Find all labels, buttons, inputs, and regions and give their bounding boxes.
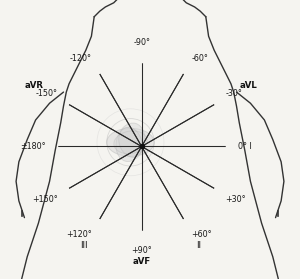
Ellipse shape xyxy=(107,128,154,156)
Text: -60°: -60° xyxy=(191,54,208,63)
Text: +90°: +90° xyxy=(131,246,152,254)
Text: aVL: aVL xyxy=(239,81,257,90)
Ellipse shape xyxy=(116,123,145,162)
Text: 0° I: 0° I xyxy=(238,142,252,151)
Text: -150°: -150° xyxy=(36,89,58,98)
Text: -30°: -30° xyxy=(225,89,242,98)
Text: II: II xyxy=(196,241,201,250)
Text: +60°: +60° xyxy=(191,230,212,239)
Text: aVR: aVR xyxy=(25,81,44,90)
Ellipse shape xyxy=(114,131,147,154)
Text: +150°: +150° xyxy=(32,195,58,204)
Text: +120°: +120° xyxy=(66,230,92,239)
Ellipse shape xyxy=(119,128,142,157)
Text: +30°: +30° xyxy=(225,195,246,204)
Text: III: III xyxy=(80,241,87,250)
Text: aVF: aVF xyxy=(133,257,151,266)
Text: ±180°: ±180° xyxy=(20,142,45,151)
Text: -90°: -90° xyxy=(133,39,150,47)
Text: -120°: -120° xyxy=(70,54,92,63)
